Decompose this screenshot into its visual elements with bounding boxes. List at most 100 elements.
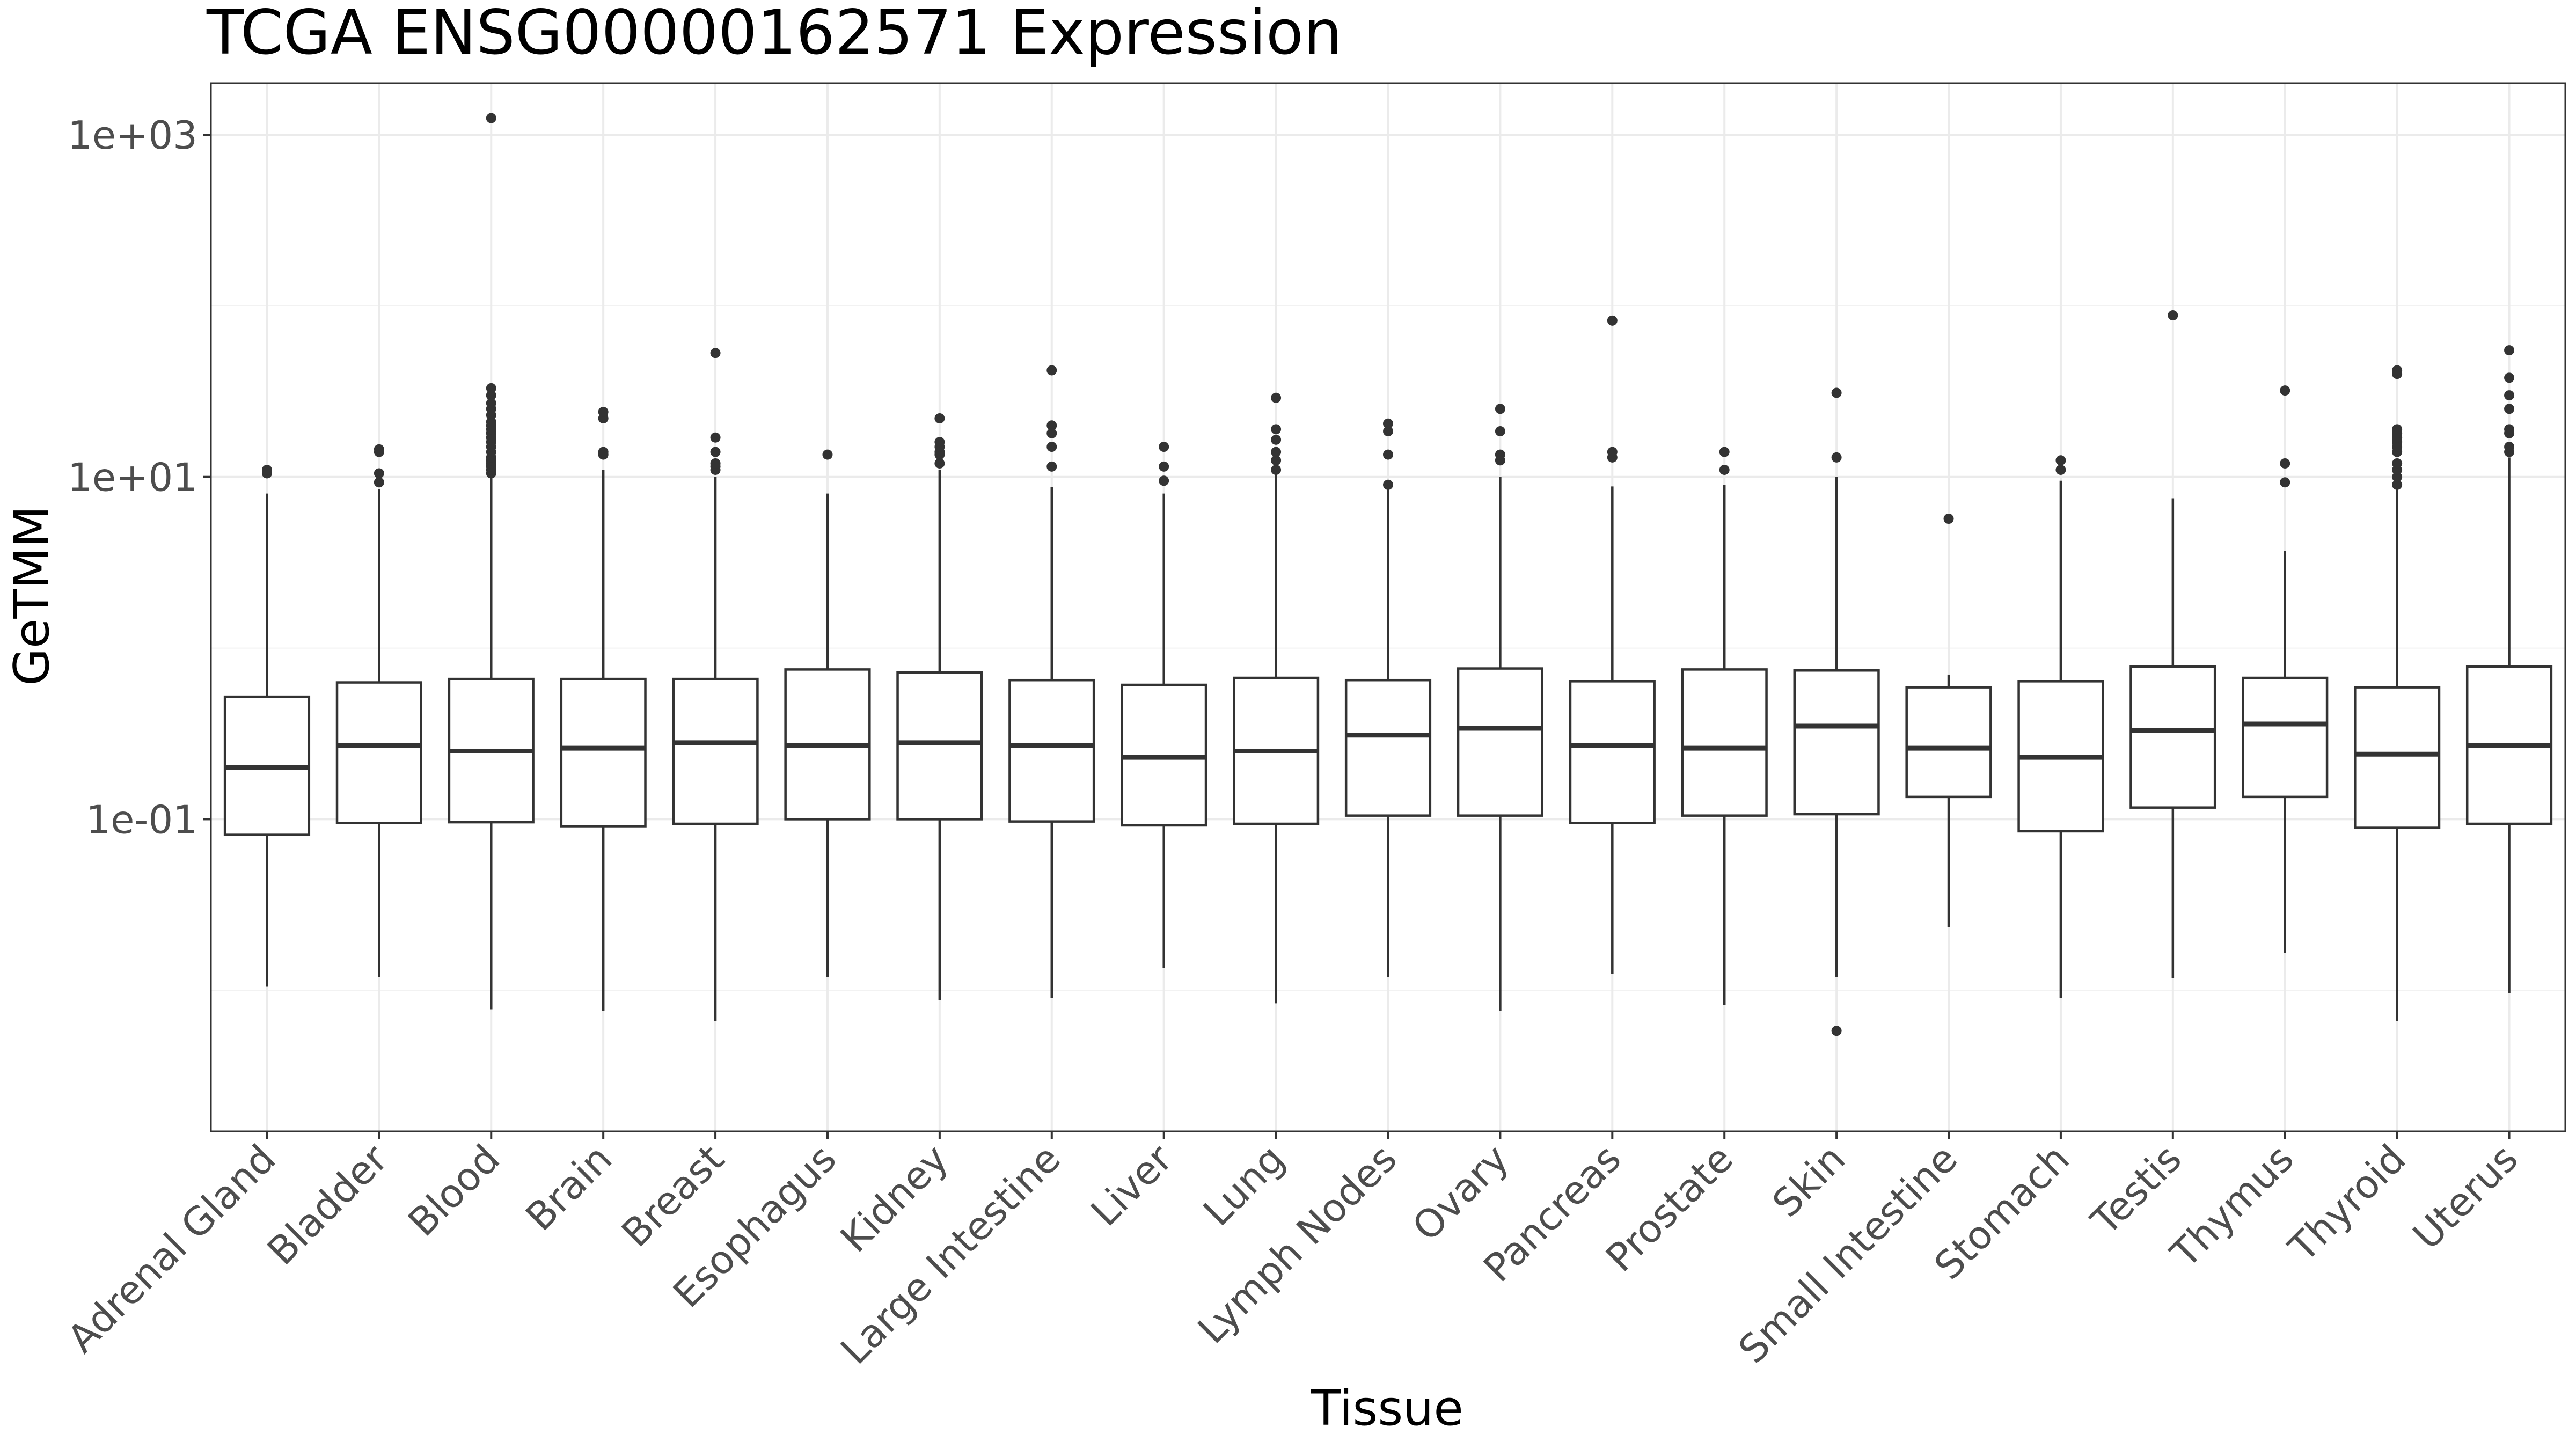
- box: [1344, 678, 1432, 817]
- outlier-point: [2504, 390, 2515, 401]
- box: [560, 677, 647, 828]
- outlier-point: [486, 383, 496, 393]
- outlier-point: [2280, 385, 2290, 396]
- outlier-point: [2504, 345, 2515, 356]
- outlier-point: [1046, 420, 1057, 431]
- box-group: [1569, 315, 1656, 974]
- outlier-point: [2055, 465, 2066, 475]
- outlier-point: [934, 413, 945, 424]
- outlier-point: [2504, 424, 2515, 435]
- outlier-point: [1495, 426, 1505, 437]
- box-group: [1121, 442, 1208, 968]
- x-axis-title: Tissue: [1311, 1380, 1463, 1437]
- outlier-point: [2504, 372, 2515, 383]
- outlier-point: [2280, 477, 2290, 488]
- box-group: [896, 413, 983, 1000]
- box-group: [784, 449, 871, 977]
- outlier-point: [1271, 465, 1282, 475]
- outlier-point: [374, 468, 384, 479]
- outlier-point: [2504, 404, 2515, 414]
- x-tick-label: Lung: [1195, 1136, 1293, 1235]
- outlier-point: [1271, 447, 1282, 457]
- box-group: [1344, 418, 1432, 977]
- outlier-point: [2392, 479, 2403, 490]
- box: [1793, 669, 1880, 816]
- outlier-point: [1159, 442, 1169, 452]
- outlier-point: [1607, 447, 1618, 457]
- box-group: [1457, 404, 1543, 1011]
- outlier-point: [2280, 458, 2290, 469]
- outlier-point: [1607, 315, 1618, 326]
- y-axis-title: GeTMM: [4, 506, 60, 685]
- outlier-point: [1383, 479, 1393, 490]
- box-group: [448, 113, 535, 1010]
- outlier-point: [1831, 1026, 1842, 1036]
- outlier-point: [1046, 428, 1057, 438]
- outlier-point: [710, 432, 721, 443]
- outlier-point: [2504, 442, 2515, 452]
- outlier-point: [1046, 461, 1057, 472]
- x-tick-label: Blood: [399, 1136, 508, 1245]
- outlier-point: [374, 444, 384, 455]
- outlier-point: [598, 406, 609, 417]
- outlier-point: [2168, 310, 2178, 321]
- box: [1008, 678, 1095, 823]
- x-tick-label: Adrenal Gland: [59, 1136, 284, 1362]
- outlier-point: [2055, 455, 2066, 466]
- box-group: [1793, 387, 1880, 1036]
- y-axis: 1e-01 1e+01 1e+03: [68, 113, 211, 842]
- y-tick-label: 1e+03: [68, 113, 197, 158]
- box: [672, 677, 759, 825]
- x-tick-label: Thyroid: [2280, 1136, 2414, 1271]
- y-tick-label: 1e+01: [68, 455, 197, 500]
- box: [2242, 676, 2329, 799]
- box-group: [2354, 365, 2441, 1021]
- box: [2129, 665, 2216, 809]
- box-group: [2129, 310, 2216, 978]
- outlier-point: [710, 447, 721, 457]
- box-group: [672, 348, 759, 1021]
- box: [1905, 686, 1992, 799]
- box: [2354, 686, 2441, 829]
- outlier-point: [822, 449, 833, 460]
- outlier-point: [1719, 465, 1730, 475]
- box-group: [2017, 455, 2104, 998]
- x-tick-label: Thymus: [2162, 1136, 2302, 1277]
- outlier-point: [1159, 475, 1169, 486]
- outlier-point: [1046, 365, 1057, 376]
- outlier-point: [1271, 392, 1282, 403]
- outlier-point: [1046, 442, 1057, 452]
- outlier-point: [2392, 472, 2403, 482]
- outlier-point: [1495, 404, 1505, 414]
- box-group: [1233, 392, 1320, 1004]
- y-tick-label: 1e-01: [86, 797, 197, 842]
- outlier-point: [486, 113, 496, 123]
- outlier-point: [1831, 387, 1842, 398]
- outlier-point: [486, 398, 496, 408]
- chart-title: TCGA ENSG00000162571 Expression: [206, 0, 1342, 68]
- outlier-point: [2392, 458, 2403, 469]
- outlier-point: [2392, 365, 2403, 376]
- x-tick-label: Testis: [2082, 1136, 2190, 1244]
- x-tick-label: Bladder: [259, 1136, 397, 1274]
- outlier-point: [1719, 447, 1730, 457]
- x-tick-label: Lymph Nodes: [1189, 1136, 1406, 1352]
- box-group: [1905, 514, 1992, 927]
- x-tick-label: Skin: [1764, 1136, 1854, 1226]
- x-tick-label: Liver: [1082, 1136, 1181, 1235]
- outlier-point: [1831, 452, 1842, 463]
- outlier-point: [934, 458, 945, 469]
- outlier-point: [710, 458, 721, 469]
- outlier-point: [1383, 449, 1393, 460]
- outlier-point: [1159, 461, 1169, 472]
- box: [1681, 668, 1768, 817]
- x-tick-label: Uterus: [2404, 1136, 2527, 1258]
- box-group: [1008, 365, 1095, 998]
- outlier-point: [486, 390, 496, 401]
- outlier-point: [1943, 514, 1954, 524]
- outlier-point: [374, 477, 384, 488]
- box-group: [560, 406, 647, 1011]
- box: [1569, 680, 1656, 824]
